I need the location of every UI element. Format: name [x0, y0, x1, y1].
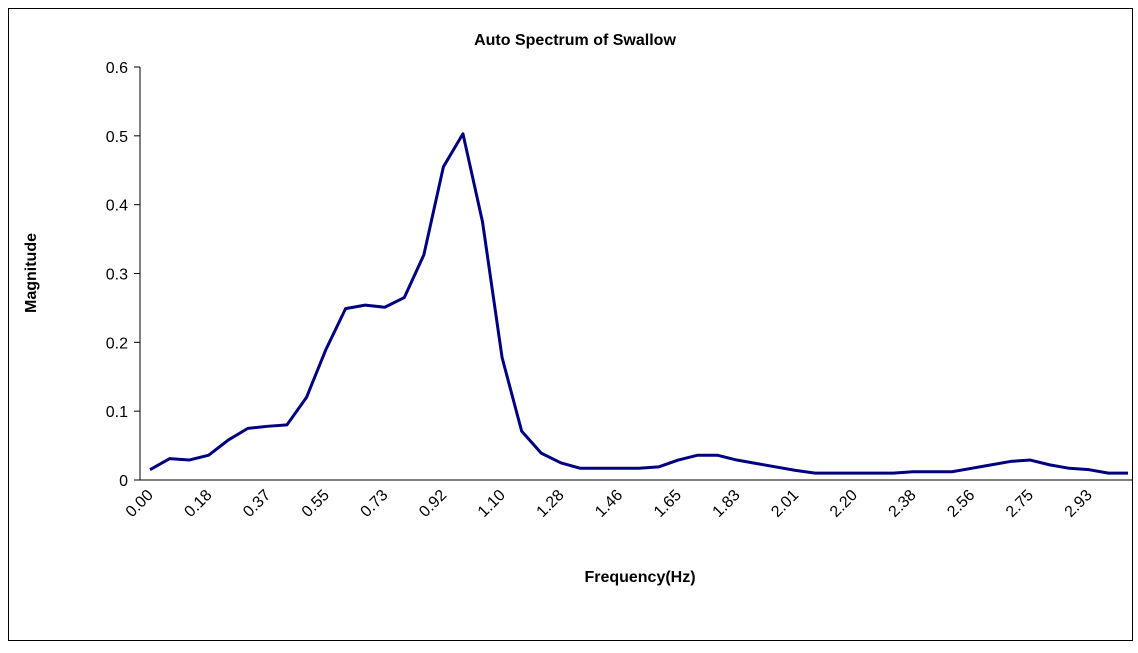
y-tick-label: 0.6	[106, 60, 128, 77]
chart-title: Auto Spectrum of Swallow	[474, 32, 676, 49]
y-tick-label: 0.5	[106, 129, 128, 146]
y-tick-label: 0.4	[106, 198, 128, 215]
y-tick-label: 0.3	[106, 267, 128, 284]
y-tick-label: 0.1	[106, 404, 128, 421]
y-axis-title: Magnitude	[23, 233, 40, 313]
x-axis-title: Frequency(Hz)	[584, 569, 695, 586]
y-tick-label: 0	[119, 473, 128, 490]
data-line	[149, 132, 1128, 475]
y-tick-label: 0.2	[106, 335, 128, 352]
chart-border	[8, 8, 1133, 641]
